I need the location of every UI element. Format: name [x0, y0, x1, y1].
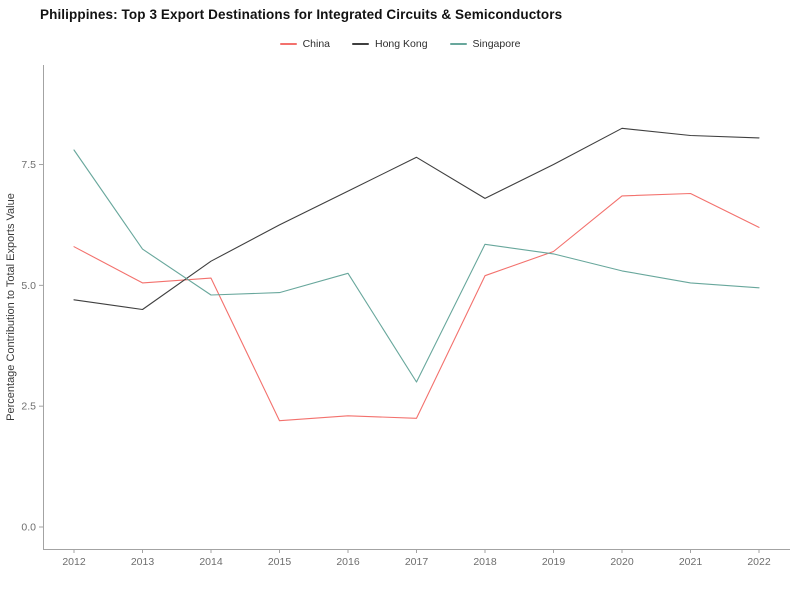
x-tick-label: 2014 [199, 556, 223, 568]
x-tick-label: 2016 [336, 556, 360, 568]
x-tick-label: 2022 [747, 556, 771, 568]
legend-label-china: China [302, 38, 330, 50]
legend-item-china: China [279, 38, 330, 50]
y-axis-title: Percentage Contribution to Total Exports… [5, 193, 17, 421]
legend-label-hong-kong: Hong Kong [375, 38, 428, 50]
legend-item-singapore: Singapore [449, 38, 521, 50]
y-tick-label: 2.5 [21, 401, 36, 413]
legend-swatch-china [279, 43, 297, 45]
legend: China Hong Kong Singapore [0, 38, 800, 50]
legend-swatch-hong-kong [352, 43, 369, 45]
y-tick-label: 5.0 [21, 280, 36, 292]
x-tick-label: 2018 [473, 556, 497, 568]
x-tick-label: 2017 [405, 556, 429, 568]
chart-title: Philippines: Top 3 Export Destinations f… [40, 7, 563, 22]
x-tick-label: 2013 [131, 556, 155, 568]
y-tick-label: 0.0 [21, 522, 36, 534]
legend-item-hong-kong: Hong Kong [352, 38, 428, 50]
series-line-china [73, 192, 760, 422]
legend-label-singapore: Singapore [472, 38, 521, 50]
series-line-singapore [73, 149, 760, 383]
y-tick-label: 7.5 [21, 159, 36, 171]
x-tick-label: 2020 [610, 556, 634, 568]
x-tick-label: 2015 [268, 556, 292, 568]
x-tick-label: 2012 [62, 556, 86, 568]
x-tick-label: 2019 [542, 556, 566, 568]
series-line-hong-kong [73, 127, 760, 311]
x-tick-label: 2021 [679, 556, 703, 568]
legend-swatch-singapore [449, 43, 467, 45]
